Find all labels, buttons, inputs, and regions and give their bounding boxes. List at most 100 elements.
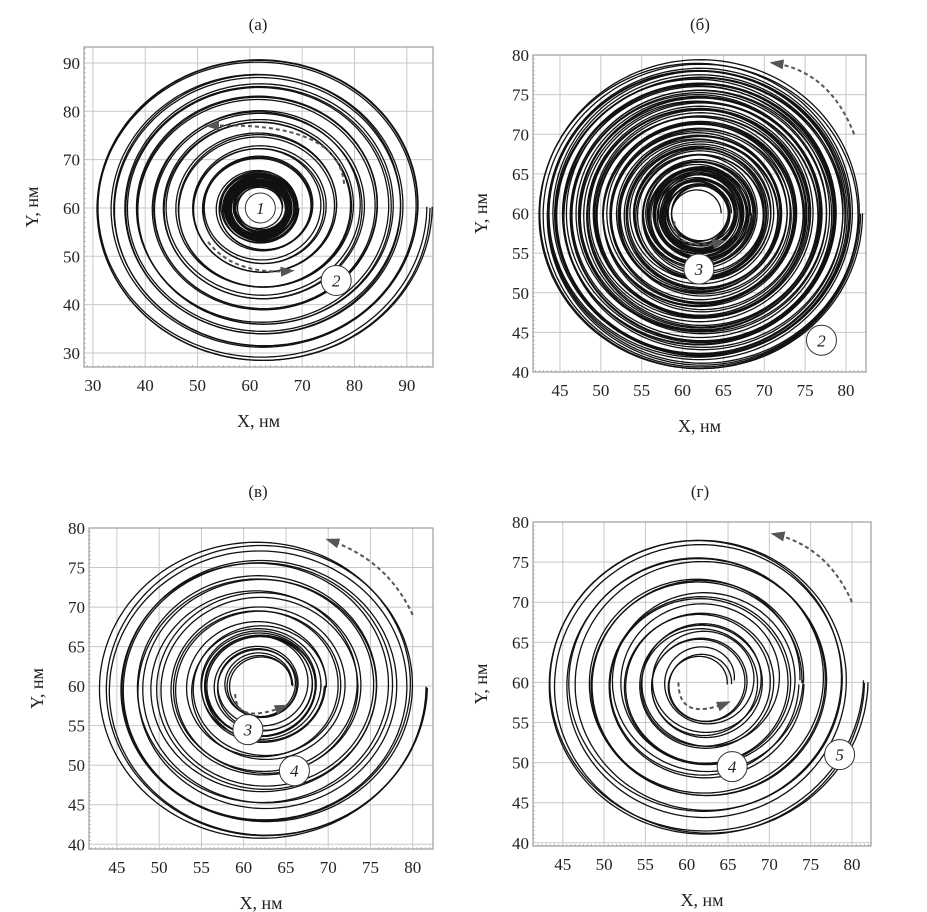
- arrow-head-icon: [769, 59, 785, 70]
- y-tick-label: 40: [63, 296, 80, 315]
- trajectory-curve-2: [96, 59, 433, 362]
- curve-label: 3: [694, 260, 704, 279]
- y-tick-label: 90: [63, 54, 80, 73]
- y-tick-label: 75: [512, 86, 529, 105]
- panel-b: (б) 45 50 55 60 65 70 75 80 40 45 50 55 60 65 70 75 80 X,…: [471, 15, 867, 436]
- y-tick-label: 65: [68, 638, 85, 657]
- arrow-head-icon: [711, 238, 727, 249]
- arrow-head-icon: [273, 704, 289, 715]
- y-tick-label: 60: [68, 677, 85, 696]
- y-tick-label: 50: [63, 247, 80, 266]
- panel-v: (в) 45 50 55 60 65 70 75 80 40 45 50 55 60 65 70 75 80 X,…: [27, 482, 434, 912]
- curve-label-circle: [244, 192, 276, 224]
- panel-a: (а) 30 40 50 60 70 80 90 30 40 50 60 70 80 90 X, нм Y, …: [22, 15, 434, 431]
- y-tick-label: 40: [68, 835, 85, 854]
- direction-arrow: [234, 693, 287, 715]
- y-tick-label: 50: [512, 754, 529, 773]
- x-tick-label: 50: [596, 855, 613, 874]
- x-tick-label: 55: [637, 855, 654, 874]
- x-tick-label: 80: [404, 858, 421, 877]
- direction-arrow: [207, 241, 292, 273]
- x-tick-label: 80: [346, 376, 363, 395]
- y-tick-label: 65: [512, 633, 529, 652]
- x-tick-label: 60: [241, 376, 258, 395]
- x-axis-label: X, нм: [678, 416, 721, 436]
- y-tick-label: 70: [68, 598, 85, 617]
- y-tick-label: 70: [63, 151, 80, 170]
- x-tick-label: 60: [235, 858, 252, 877]
- panel-title: (в): [248, 482, 267, 501]
- x-tick-label: 70: [294, 376, 311, 395]
- x-tick-label: 40: [137, 376, 154, 395]
- x-tick-label: 55: [193, 858, 210, 877]
- curve-label: 2: [332, 271, 341, 290]
- trajectory-curve-5: [548, 539, 866, 835]
- x-tick-label: 60: [678, 855, 695, 874]
- trajectory-curve-5: [553, 544, 869, 834]
- curve-label-circle: [805, 324, 837, 356]
- direction-arrow: [772, 61, 856, 135]
- x-tick-label: 75: [802, 855, 819, 874]
- trajectory-curve-3: [200, 632, 327, 743]
- panel-g: (г) 45 50 55 60 65 70 75 80404550556065707580X,…: [471, 482, 872, 910]
- y-tick-label: 30: [63, 344, 80, 363]
- curve-label-circle: [320, 264, 352, 296]
- y-tick-label: 75: [68, 559, 85, 578]
- y-tick-label: 45: [512, 794, 529, 813]
- y-tick-label: 80: [68, 519, 85, 538]
- y-tick-label: 40: [512, 363, 529, 382]
- x-tick-label: 60: [674, 381, 691, 400]
- y-tick-label: 45: [512, 323, 529, 342]
- curve-label-circle: [716, 751, 748, 783]
- y-tick-label: 45: [68, 796, 85, 815]
- curve-label: 2: [817, 331, 826, 350]
- plot-frame: [83, 46, 434, 368]
- y-tick-label: 80: [512, 513, 529, 532]
- trajectory-curve-2: [97, 59, 428, 358]
- curve-label-circle: [232, 714, 264, 746]
- trajectory-curve-3: [645, 163, 750, 264]
- direction-arrow: [207, 124, 346, 184]
- curve-label: 5: [835, 746, 844, 765]
- x-tick-label: 65: [715, 381, 732, 400]
- arrow-head-icon: [770, 531, 786, 542]
- panel-title: (б): [690, 15, 710, 34]
- curve-label: 4: [290, 762, 299, 781]
- y-axis-label: Y, нм: [471, 664, 491, 705]
- y-axis-label: Y, нм: [22, 187, 42, 228]
- x-tick-label: 75: [362, 858, 379, 877]
- trajectory-curve-4: [105, 544, 428, 837]
- arrow-head-icon: [325, 538, 341, 549]
- x-tick-label: 45: [554, 855, 571, 874]
- x-tick-label: 65: [720, 855, 737, 874]
- arrow-head-icon: [715, 701, 731, 712]
- x-tick-label: 70: [761, 855, 778, 874]
- x-tick-label: 50: [189, 376, 206, 395]
- x-tick-label: 75: [797, 381, 814, 400]
- x-axis-label: X, нм: [680, 890, 723, 910]
- curve-label-circle: [278, 755, 310, 787]
- curve-label: 3: [243, 721, 253, 740]
- x-tick-label: 70: [756, 381, 773, 400]
- y-tick-label: 60: [63, 199, 80, 218]
- plot-frame: [532, 54, 867, 373]
- y-tick-label: 50: [512, 284, 529, 303]
- y-tick-label: 60: [512, 205, 529, 224]
- y-tick-label: 55: [512, 713, 529, 732]
- trajectory-curve-1: [221, 174, 300, 244]
- arrow-head-icon: [205, 120, 220, 131]
- plot-frame: [88, 527, 434, 850]
- curve-label-circle: [824, 739, 856, 771]
- plot-frame: [532, 521, 872, 847]
- x-tick-label: 50: [151, 858, 168, 877]
- y-tick-label: 75: [512, 553, 529, 572]
- x-tick-label: 45: [551, 381, 568, 400]
- y-tick-label: 40: [512, 834, 529, 853]
- y-tick-label: 80: [63, 102, 80, 121]
- trajectory-curve-5: [549, 539, 865, 832]
- x-axis-label: X, нм: [237, 411, 280, 431]
- trajectory-curve-4: [608, 596, 805, 779]
- panel-title: (а): [249, 15, 268, 34]
